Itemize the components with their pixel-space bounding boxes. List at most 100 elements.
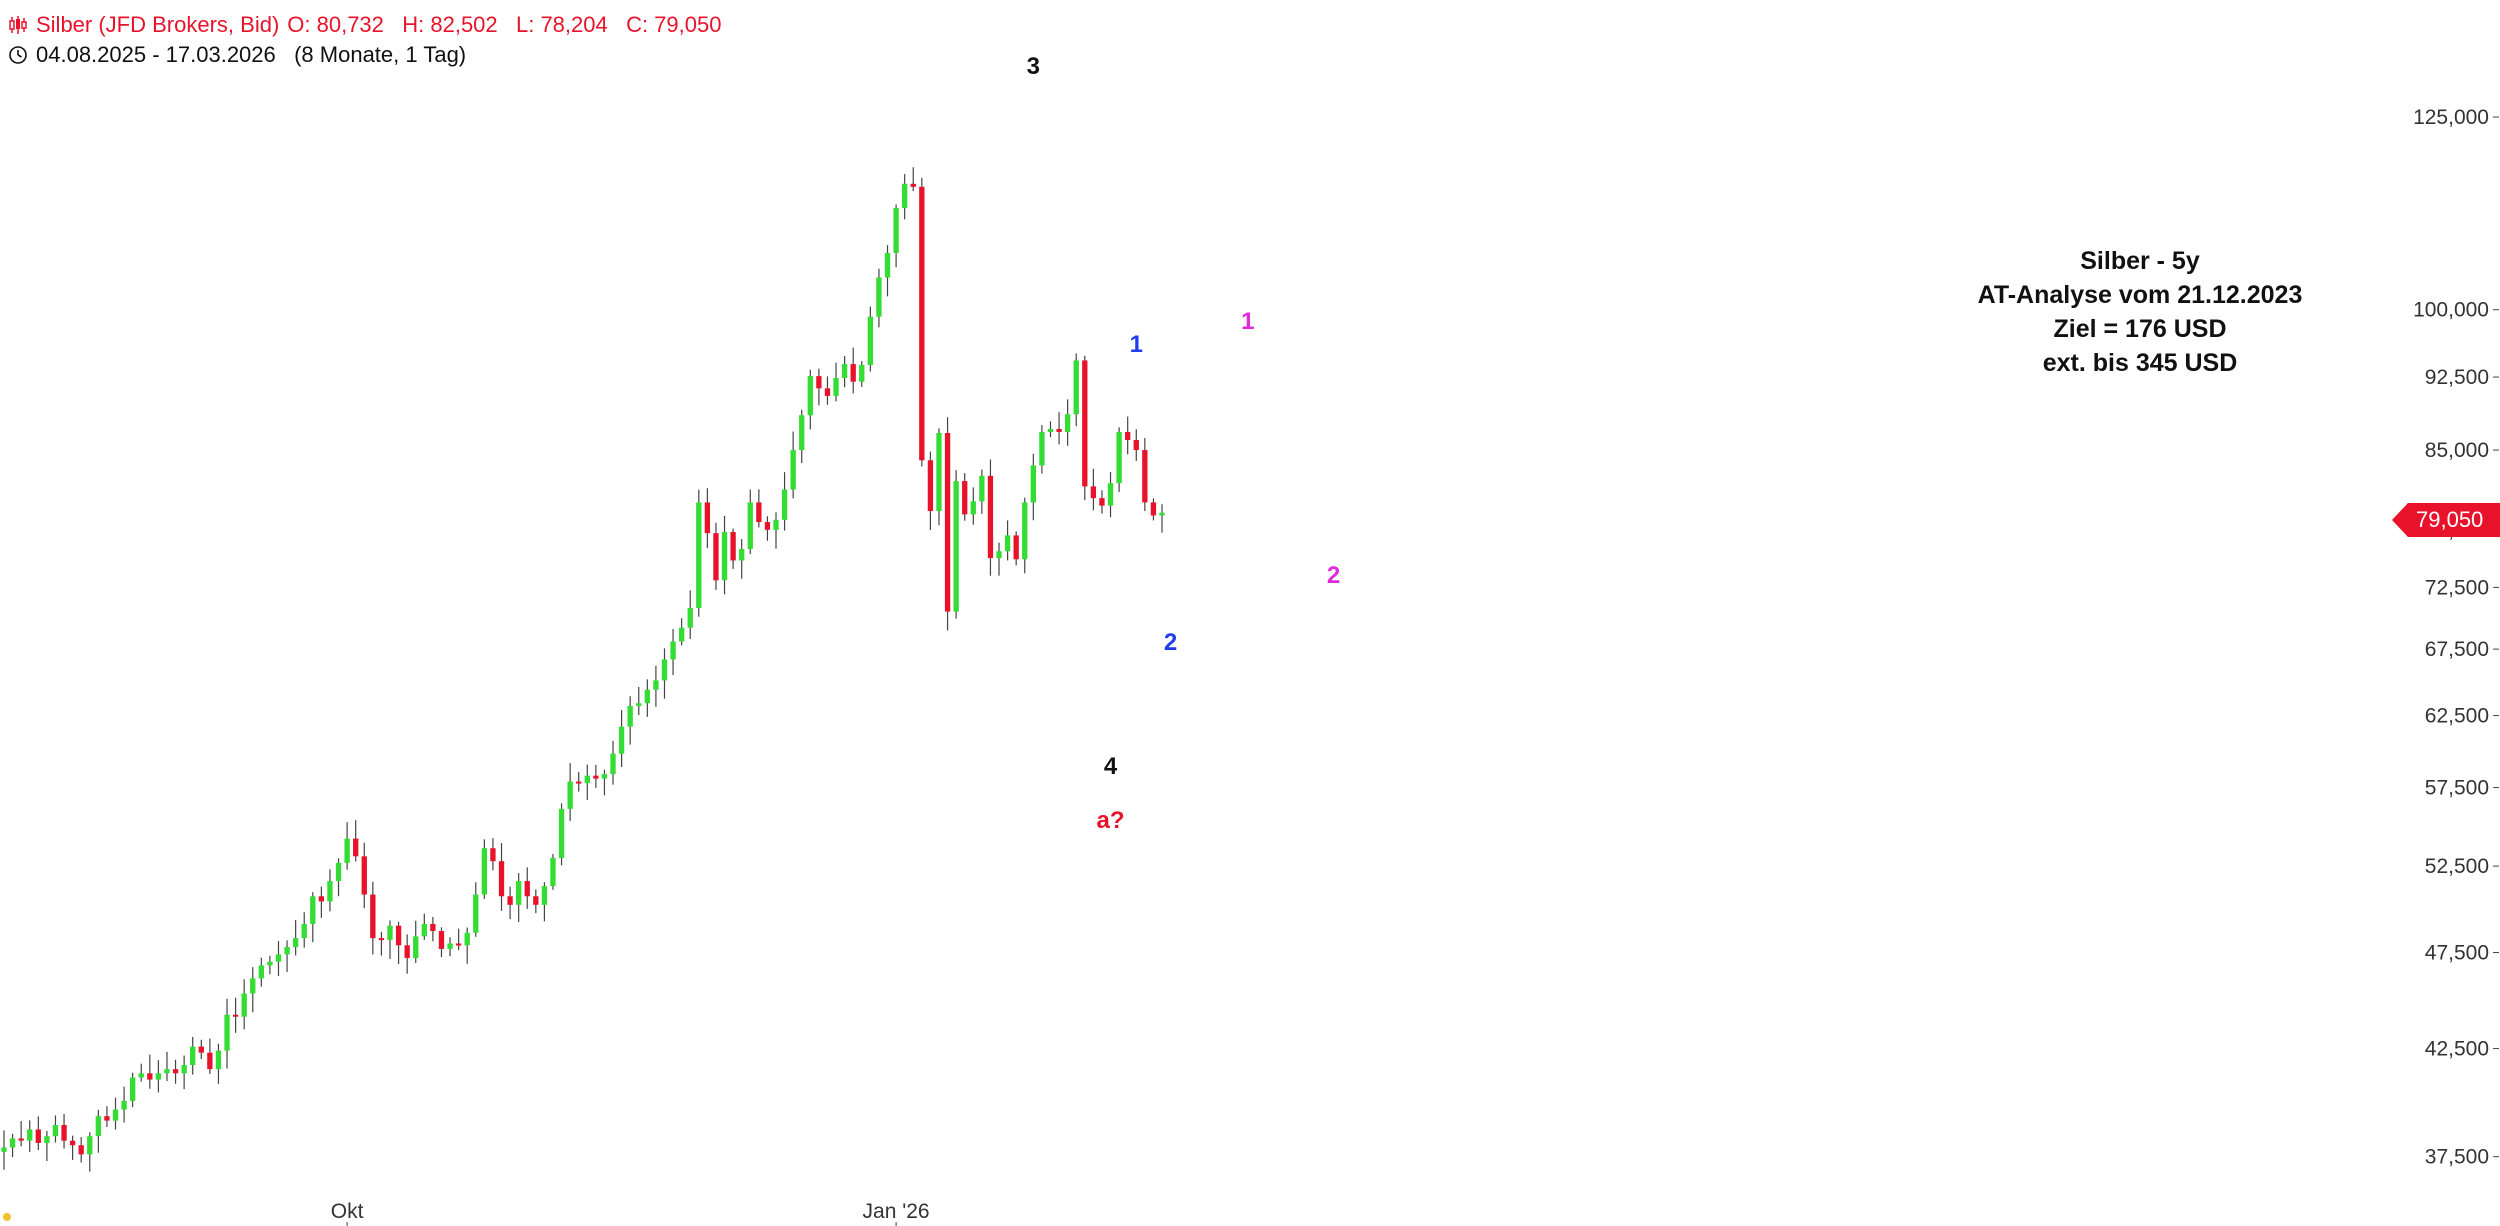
candle-down — [1150, 502, 1157, 516]
candle-up — [481, 848, 488, 895]
candle-up — [807, 376, 813, 416]
candle-down — [919, 186, 925, 461]
x-axis: Okt Jan '26 — [3, 1200, 930, 1226]
candle-up — [636, 703, 642, 706]
candle-up — [1047, 428, 1054, 432]
wave-label: 2 — [1163, 628, 1178, 656]
y-tick-label: 67,500 — [2425, 638, 2489, 661]
candle-up — [721, 532, 728, 581]
candle-up — [275, 954, 282, 962]
candle-up — [155, 1073, 162, 1080]
candle-down — [524, 881, 530, 897]
candle-up — [653, 680, 659, 690]
candle-up — [1116, 431, 1122, 484]
candle-up — [44, 1136, 50, 1143]
instrument-name: Silber (JFD Brokers, Bid) — [36, 12, 280, 37]
candle-up — [1073, 360, 1079, 415]
x-tick-label: Jan '26 — [863, 1200, 930, 1223]
chart-header-period: 04.08.2025 - 17.03.2026 (8 Monate, 1 Tag… — [8, 42, 466, 68]
candle-up — [979, 475, 985, 502]
candle-up — [224, 1014, 230, 1051]
candle-down — [1099, 498, 1105, 506]
candle-down — [1013, 535, 1019, 560]
candle-down — [353, 838, 359, 857]
candle-up — [884, 252, 891, 278]
candle-up — [310, 896, 316, 924]
candle-down — [232, 1014, 239, 1017]
candle-down — [438, 930, 445, 949]
candle-up — [696, 502, 702, 608]
note-line-2: AT-Analyse vom 21.12.2023 — [1977, 281, 2303, 309]
candle-up — [464, 932, 470, 946]
candle-up — [164, 1069, 170, 1074]
candle-down — [927, 460, 934, 512]
candle-up — [747, 502, 753, 549]
candle-up — [241, 993, 247, 1017]
candle-down — [910, 183, 916, 187]
candle-up — [130, 1077, 136, 1101]
candle-up — [790, 450, 796, 490]
candle-up — [267, 961, 273, 966]
candle-up — [550, 857, 556, 887]
y-tick-label: 42,500 — [2425, 1038, 2489, 1061]
candle-down — [1056, 428, 1062, 432]
candle-down — [730, 532, 736, 561]
candle-up — [1, 1147, 7, 1152]
candle-down — [490, 848, 496, 862]
candle-up — [670, 641, 676, 660]
candle-up — [644, 689, 650, 704]
candle-down — [1142, 450, 1148, 503]
candle-down — [756, 502, 762, 523]
candle-up — [473, 894, 479, 933]
clock-icon — [9, 46, 27, 64]
candle-down — [593, 775, 599, 779]
candle-up — [627, 705, 633, 727]
candle-up — [567, 781, 573, 809]
y-tick-label: 85,000 — [2425, 439, 2489, 462]
candle-down — [850, 364, 856, 382]
candle-up — [258, 965, 264, 979]
candle-up — [687, 607, 693, 628]
candle-down — [816, 376, 822, 389]
candle-up — [859, 364, 865, 382]
candle-down — [207, 1052, 213, 1070]
ohlc-values: O: 80,732 H: 82,502 L: 78,204 C: 79,050 — [287, 12, 722, 37]
price-tag-shape — [2392, 503, 2500, 537]
candle-up — [335, 862, 342, 882]
candle-up — [87, 1136, 93, 1155]
candle-up — [799, 415, 805, 451]
last-price-label: 79,050 — [2416, 507, 2484, 532]
candle-up — [902, 183, 908, 209]
candle-down — [61, 1125, 67, 1141]
candle-up — [121, 1100, 127, 1110]
candle-up — [95, 1116, 102, 1137]
chart-header-title: Silber (JFD Brokers, Bid) O: 80,732 H: 8… — [8, 12, 721, 38]
candle-down — [987, 475, 994, 559]
y-tick-label: 92,500 — [2425, 366, 2489, 389]
candle-down — [361, 856, 367, 895]
y-tick-label: 62,500 — [2425, 705, 2489, 728]
candle-down — [395, 925, 402, 946]
candle-up — [284, 947, 290, 955]
y-tick-label: 47,500 — [2425, 942, 2489, 965]
candle-up — [678, 627, 685, 642]
candle-down — [1133, 439, 1139, 451]
wave-label: a? — [1096, 807, 1125, 835]
candle-up — [27, 1129, 33, 1141]
candle-up — [841, 364, 848, 378]
candle-up — [301, 923, 307, 939]
candle-up — [138, 1073, 144, 1078]
candle-down — [704, 502, 711, 534]
candle-down — [147, 1073, 153, 1080]
candle-up — [1004, 535, 1011, 552]
candle-down — [824, 388, 831, 396]
candle-down — [69, 1140, 76, 1146]
candle-down — [962, 481, 968, 515]
candle-up — [541, 886, 548, 905]
candle-down — [404, 945, 410, 959]
wave-label: 3 — [1026, 52, 1041, 80]
note-line-3: Ziel = 176 USD — [2053, 315, 2227, 343]
candle-up — [739, 548, 745, 561]
candle-up — [781, 489, 788, 520]
